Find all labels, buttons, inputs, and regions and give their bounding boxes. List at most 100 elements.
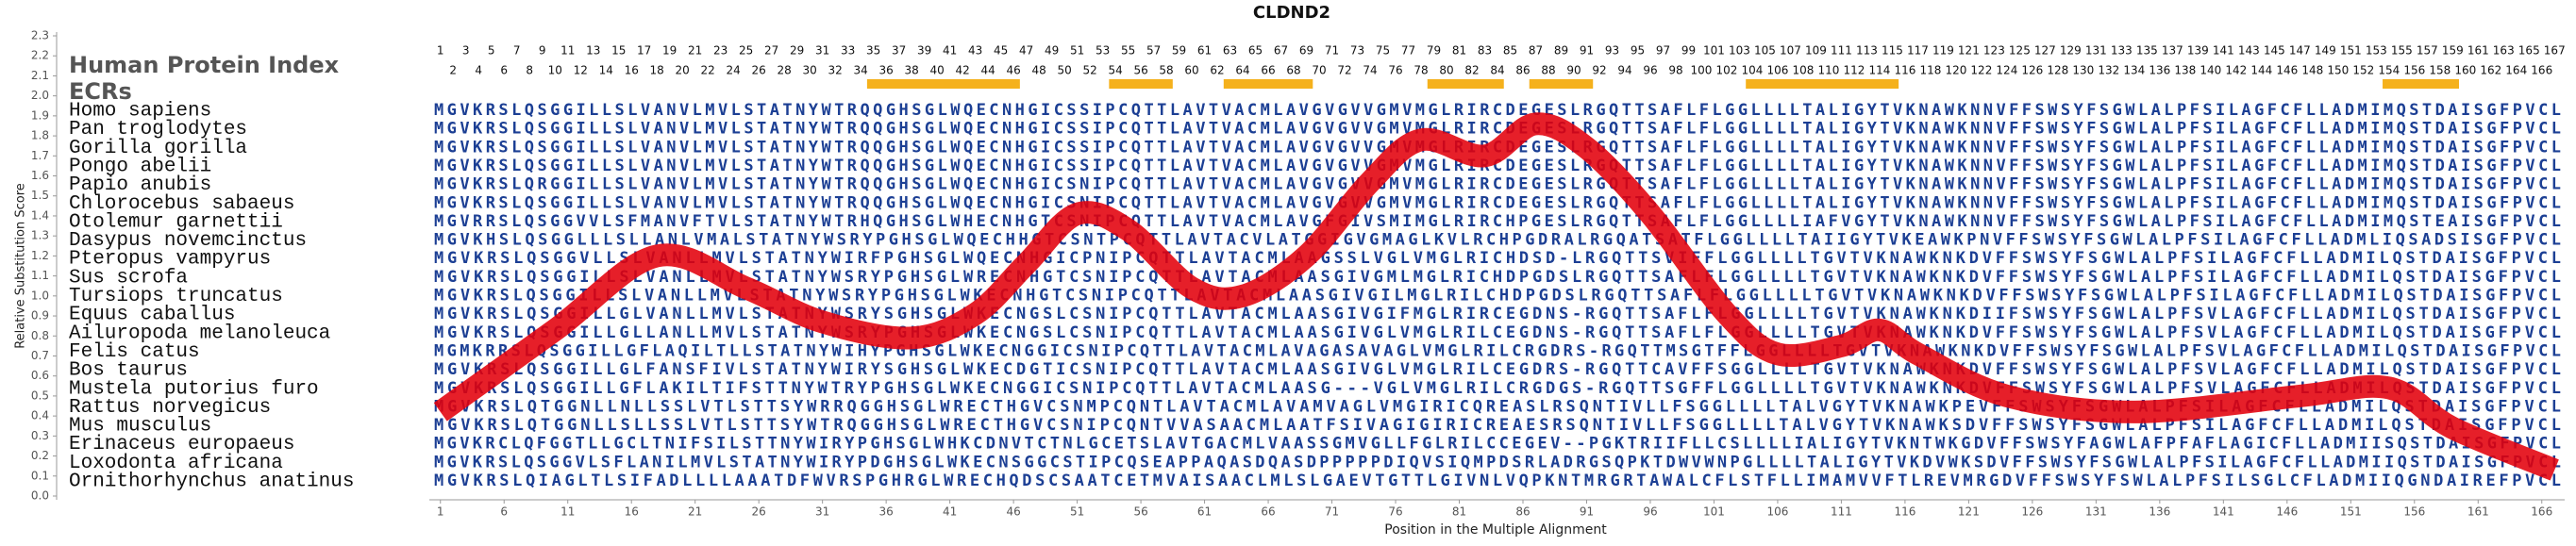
- sequence: MGVKRSLQSGGILLGLFANSFIVLSTATNYWIRYSGHSGL…: [434, 360, 2561, 379]
- protein-index-number: 58: [1159, 64, 1173, 77]
- protein-index-number: 40: [929, 64, 944, 77]
- y-tick-label: 0.7: [31, 349, 49, 362]
- protein-index-number: 138: [2174, 64, 2196, 77]
- species-name: Papio anubis: [69, 174, 211, 196]
- ecr-bar: [2383, 79, 2460, 89]
- y-tick-label: 2.3: [31, 29, 49, 42]
- protein-index-number: 137: [2162, 44, 2183, 58]
- protein-index-number: 121: [1958, 44, 1980, 58]
- x-tick-label: 26: [752, 505, 766, 519]
- protein-index-number: 131: [2085, 44, 2107, 58]
- protein-index-number: 66: [1261, 64, 1275, 77]
- protein-index-number: 53: [1096, 44, 1110, 58]
- protein-index-number: 148: [2301, 64, 2323, 77]
- protein-index-number: 147: [2289, 44, 2311, 58]
- protein-index-number: 63: [1223, 44, 1237, 58]
- protein-index-number: 99: [1681, 44, 1696, 58]
- species-name: Pan troglodytes: [69, 119, 247, 141]
- protein-index-number: 92: [1592, 64, 1606, 77]
- protein-index-number: 35: [866, 44, 880, 58]
- protein-index-number: 145: [2264, 44, 2285, 58]
- sequence: MGVKRSLQSGGILLSLVANLLMVLSTATNYWSRYPGHSGL…: [434, 268, 2561, 287]
- protein-index-number: 86: [1515, 64, 1530, 77]
- protein-index-number: 139: [2187, 44, 2209, 58]
- protein-index-number: 27: [764, 44, 778, 58]
- protein-index-number: 65: [1248, 44, 1263, 58]
- x-tick-label: 1: [437, 505, 444, 519]
- protein-index-number: 91: [1580, 44, 1594, 58]
- x-tick-label: 21: [688, 505, 702, 519]
- species-name: Ornithorhynchus anatinus: [69, 472, 354, 493]
- protein-index-number: 143: [2238, 44, 2260, 58]
- protein-index-number: 165: [2518, 44, 2540, 58]
- sequence: MGVRRSLQSGGVVLSFMANVFTVLSTATNYWTRHQGHSGL…: [434, 212, 2561, 231]
- protein-index-number: 44: [980, 64, 995, 77]
- protein-index-number: 32: [828, 64, 843, 77]
- protein-index-number: 33: [841, 44, 855, 58]
- protein-index-number: 104: [1741, 64, 1763, 77]
- protein-index-number: 78: [1413, 64, 1428, 77]
- protein-index-number: 111: [1831, 44, 1852, 58]
- protein-index-number: 8: [526, 64, 533, 77]
- protein-index-number: 25: [739, 44, 753, 58]
- protein-index-number: 42: [955, 64, 969, 77]
- protein-index-number: 41: [943, 44, 957, 58]
- ecr-bar: [866, 79, 1020, 89]
- x-tick-label: 151: [2340, 505, 2362, 519]
- y-tick-label: 1.8: [31, 129, 49, 142]
- sequence: MGVKRSLQRGGILLSLVANVLMVLSTATNYWTRQQGHSGL…: [434, 175, 2561, 194]
- protein-index-number: 114: [1868, 64, 1890, 77]
- species-name: Loxodonta africana: [69, 453, 283, 474]
- species-name: Bos taurus: [69, 360, 188, 382]
- protein-index-number: 127: [2034, 44, 2056, 58]
- protein-index-number: 117: [1907, 44, 1929, 58]
- x-tick-label: 6: [500, 505, 508, 519]
- y-tick-label: 1.5: [31, 189, 49, 202]
- protein-index-number: 125: [2009, 44, 2031, 58]
- chart-title: CLDND2: [1253, 3, 1330, 23]
- protein-index-number: 93: [1605, 44, 1619, 58]
- x-tick-label: 141: [2213, 505, 2234, 519]
- protein-index-number: 89: [1554, 44, 1568, 58]
- protein-index-number: 62: [1210, 64, 1224, 77]
- protein-index-number: 100: [1690, 64, 1712, 77]
- protein-index-number: 140: [2200, 64, 2221, 77]
- ecr-bar: [1746, 79, 1899, 89]
- y-axis-label: Relative Substitution Score: [14, 183, 28, 349]
- protein-index-number: 156: [2403, 64, 2425, 77]
- protein-index-number: 136: [2149, 64, 2170, 77]
- x-tick-label: 81: [1452, 505, 1466, 519]
- x-tick-label: 66: [1261, 505, 1275, 519]
- protein-index-number: 52: [1082, 64, 1096, 77]
- species-name: Chlorocebus sabaeus: [69, 193, 294, 215]
- protein-index-number: 29: [790, 44, 804, 58]
- protein-index-number: 103: [1729, 44, 1750, 58]
- protein-index-number: 47: [1019, 44, 1033, 58]
- y-tick-label: 0.1: [31, 469, 49, 482]
- y-tick-label: 1.7: [31, 149, 49, 162]
- x-tick-label: 76: [1388, 505, 1402, 519]
- species-name: Rattus norvegicus: [69, 397, 271, 419]
- protein-index-number: 56: [1133, 64, 1147, 77]
- protein-index-number: 69: [1299, 44, 1313, 58]
- y-tick-label: 0.0: [31, 489, 49, 503]
- protein-index-number: 108: [1792, 64, 1814, 77]
- protein-index-number: 23: [713, 44, 728, 58]
- protein-index-number: 155: [2391, 44, 2413, 58]
- protein-index-number: 49: [1045, 44, 1059, 58]
- ecr-bar: [1529, 79, 1594, 89]
- species-name: Otolemur garnettii: [69, 211, 283, 233]
- ecr-bar: [1223, 79, 1313, 89]
- protein-index-number: 61: [1197, 44, 1212, 58]
- protein-index-number: 2: [449, 64, 457, 77]
- protein-index-number: 6: [500, 64, 508, 77]
- protein-index-number: 16: [625, 64, 639, 77]
- protein-index-number: 38: [904, 64, 918, 77]
- protein-index-number: 161: [2467, 44, 2489, 58]
- protein-index-number: 13: [586, 44, 600, 58]
- x-tick-label: 61: [1197, 505, 1212, 519]
- sequence: MGVKRSLQSGGILLSLVANVLMVLSTATNYWTRQQGHSGL…: [434, 157, 2561, 175]
- protein-index-number: 4: [475, 64, 482, 77]
- protein-index-number: 123: [1983, 44, 2005, 58]
